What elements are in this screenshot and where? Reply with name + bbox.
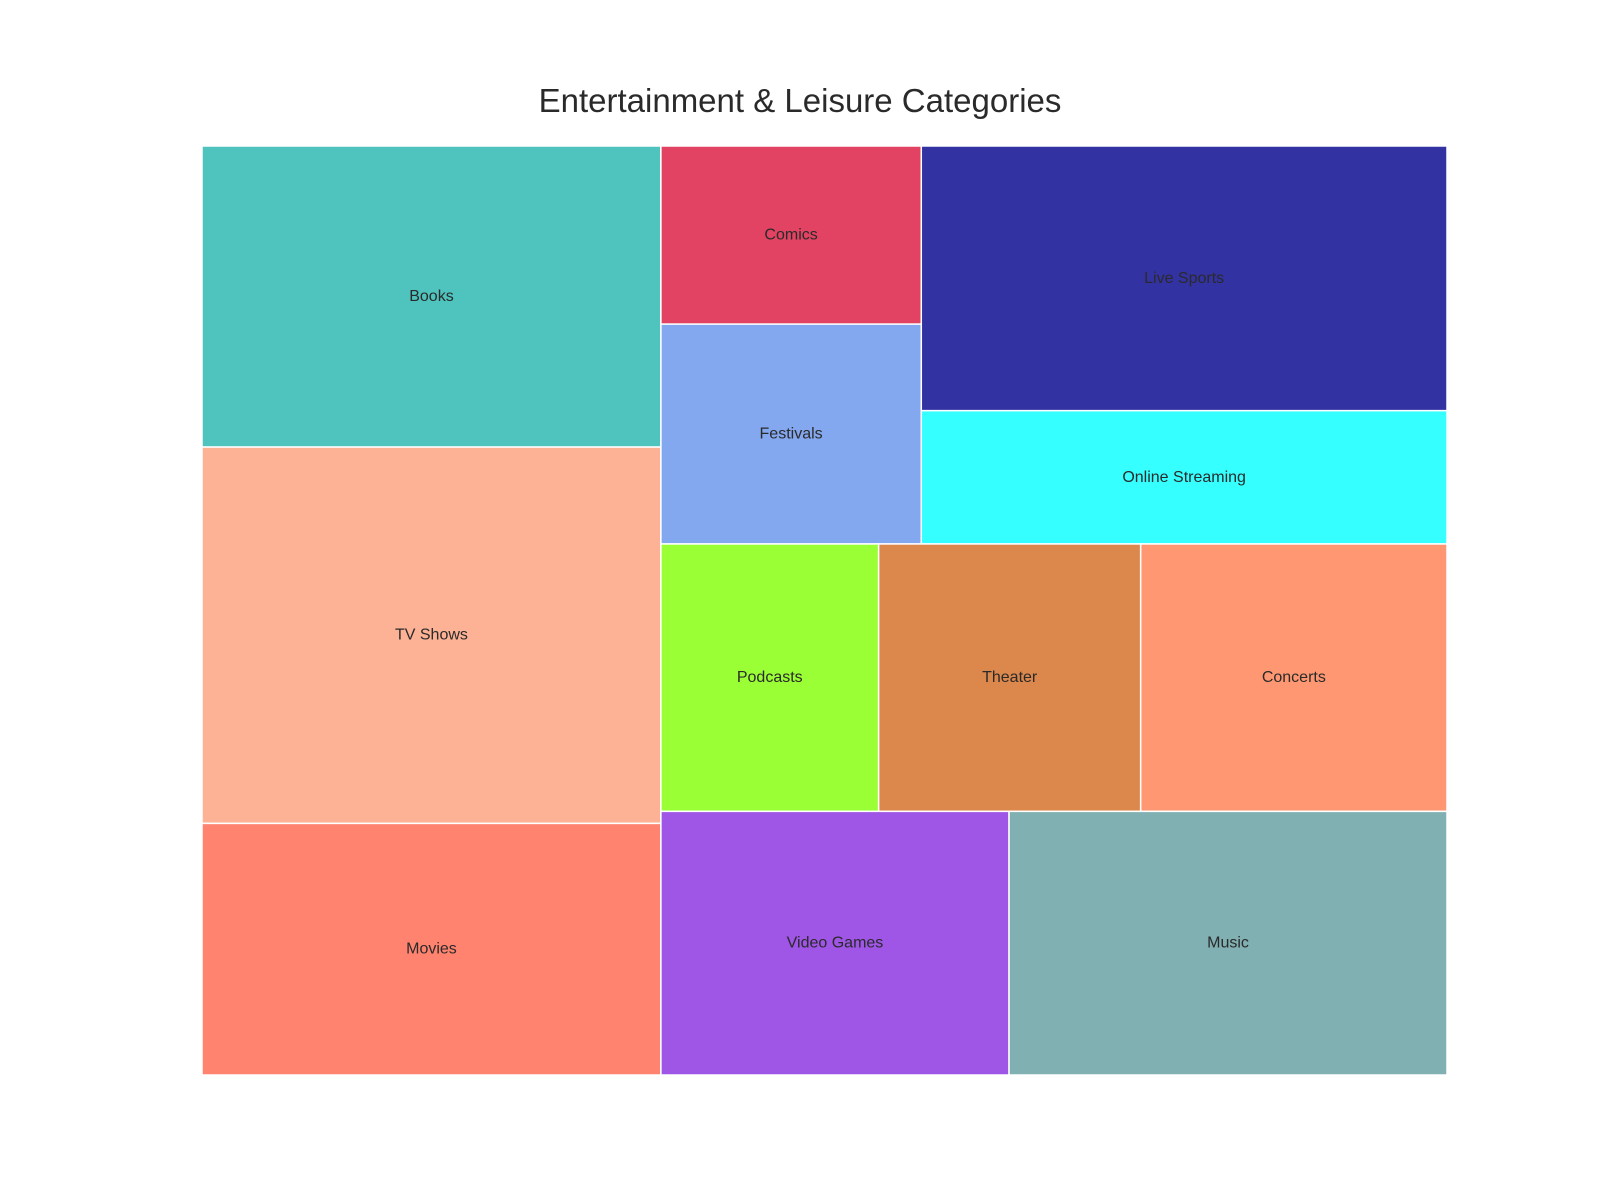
treemap-tile-books[interactable]: Books [201,145,662,448]
treemap-label-theater: Theater [982,669,1038,686]
treemap-label-music: Music [1207,935,1249,952]
treemap-label-online-streaming: Online Streaming [1122,469,1246,486]
treemap-tile-theater[interactable]: Theater [877,543,1142,813]
treemap-rect-books[interactable] [201,145,662,448]
treemap-tile-music[interactable]: Music [1008,810,1448,1076]
treemap-rect-tv-shows[interactable] [201,446,662,825]
treemap-tile-live-sports[interactable]: Live Sports [920,145,1448,412]
treemap-rect-concerts[interactable] [1139,543,1448,813]
treemap-tile-festivals[interactable]: Festivals [660,323,923,545]
treemap-tile-comics[interactable]: Comics [660,145,923,325]
treemap-label-festivals: Festivals [760,426,823,443]
treemap-tile-concerts[interactable]: Concerts [1139,543,1448,813]
treemap-label-podcasts: Podcasts [737,669,803,686]
treemap-label-movies: Movies [406,941,457,958]
treemap-rect-video-games[interactable] [660,810,1010,1076]
treemap-rect-movies[interactable] [201,822,662,1076]
treemap-label-video-games: Video Games [787,935,884,952]
treemap-rect-podcasts[interactable] [660,543,880,813]
treemap-rect-comics[interactable] [660,145,923,325]
treemap-label-live-sports: Live Sports [1144,270,1224,287]
treemap-label-books: Books [409,288,453,305]
treemap-tile-tv-shows[interactable]: TV Shows [201,446,662,825]
treemap-tile-video-games[interactable]: Video Games [660,810,1010,1076]
treemap-rect-online-streaming[interactable] [920,409,1448,545]
treemap-rect-music[interactable] [1008,810,1448,1076]
chart-title: Entertainment & Leisure Categories [538,82,1062,119]
treemap-rect-live-sports[interactable] [920,145,1448,412]
treemap-tile-online-streaming[interactable]: Online Streaming [920,409,1448,545]
treemap-tile-movies[interactable]: Movies [201,822,662,1076]
treemap-label-concerts: Concerts [1262,669,1326,686]
treemap-label-tv-shows: TV Shows [395,627,468,644]
treemap-tile-podcasts[interactable]: Podcasts [660,543,880,813]
treemap-label-comics: Comics [764,227,817,244]
treemap-rect-theater[interactable] [877,543,1142,813]
